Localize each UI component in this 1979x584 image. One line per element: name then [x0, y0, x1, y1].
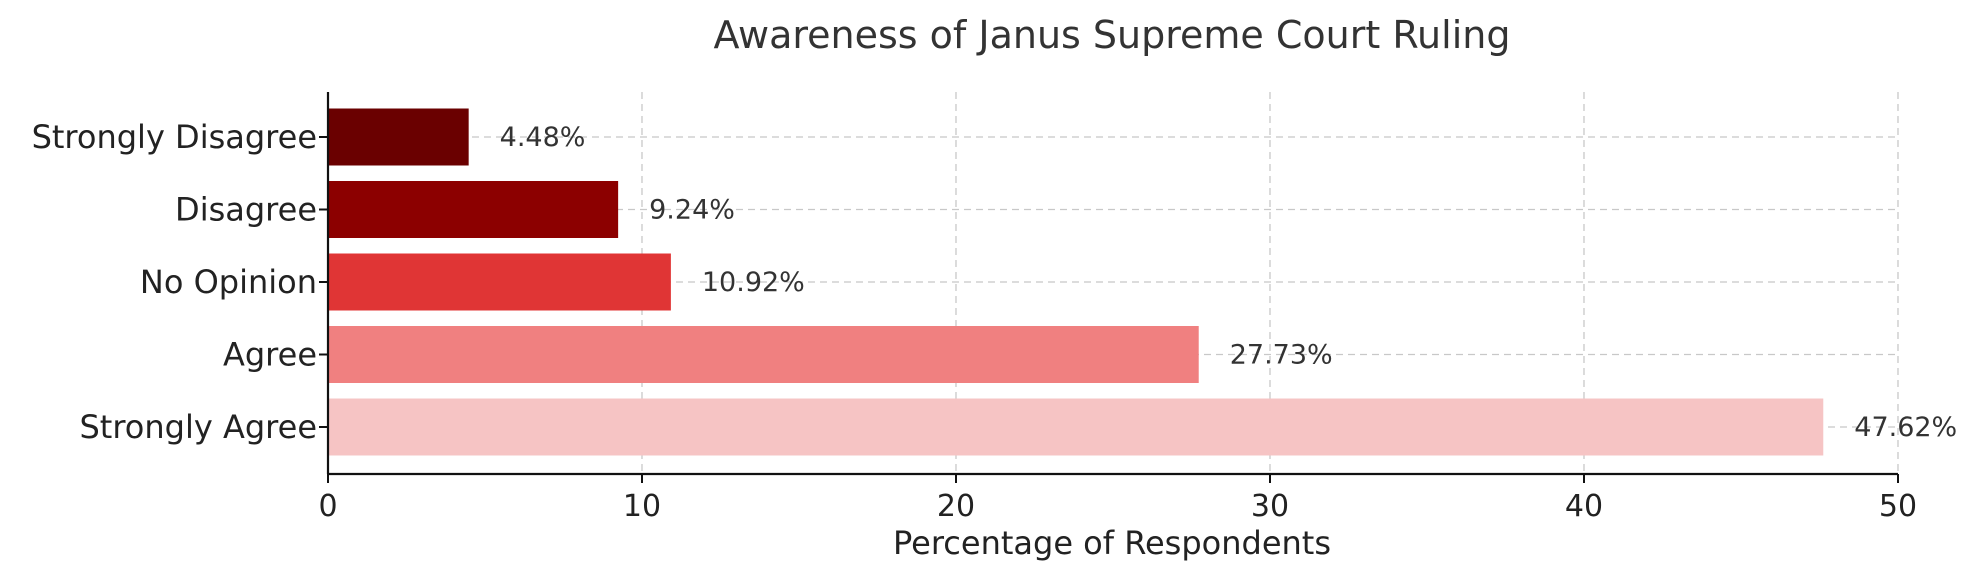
- bar: [328, 326, 1199, 383]
- x-tick-label: 0: [318, 489, 337, 524]
- category-label: Agree: [223, 336, 317, 374]
- category-label: Strongly Disagree: [32, 118, 317, 156]
- bar: [328, 181, 619, 238]
- bar: [328, 108, 469, 166]
- x-axis-label: Percentage of Respondents: [893, 524, 1331, 562]
- x-tick-label: 30: [1251, 489, 1289, 524]
- data-label: 4.48%: [500, 122, 586, 153]
- category-label: Disagree: [175, 191, 317, 229]
- category-label: Strongly Agree: [79, 408, 317, 446]
- category-label: No Opinion: [140, 263, 317, 301]
- x-tick-label: 10: [623, 489, 661, 524]
- data-label: 9.24%: [649, 195, 735, 226]
- axis-layer: 0 10 20 30 40 50: [318, 92, 1917, 524]
- x-tick-label: 50: [1879, 489, 1917, 524]
- chart-title: Awareness of Janus Supreme Court Ruling: [714, 13, 1511, 57]
- data-label: 10.92%: [702, 267, 805, 298]
- x-tick-label: 40: [1565, 489, 1603, 524]
- x-tick-label: 20: [937, 489, 975, 524]
- bar: [328, 253, 671, 311]
- data-label: 27.73%: [1230, 340, 1333, 371]
- bar: [328, 398, 1824, 456]
- bar-layer: [328, 108, 1824, 456]
- data-label: 47.62%: [1854, 412, 1957, 443]
- label-layer: Strongly Agree 47.62% Agree 27.73% No Opinio…: [32, 118, 1958, 446]
